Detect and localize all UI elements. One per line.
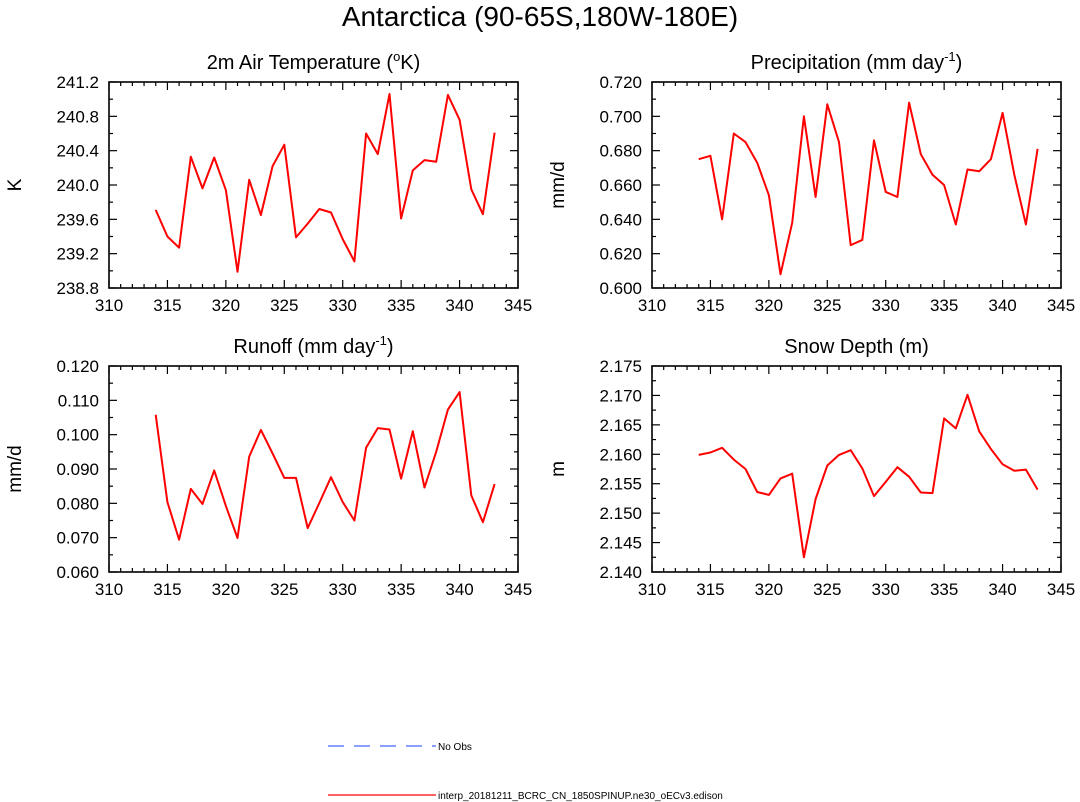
y-tick-label: 0.070: [56, 529, 99, 548]
y-tick-label: 0.720: [599, 73, 642, 92]
y-tick-label: 2.175: [599, 357, 642, 376]
panel-title: 2m Air Temperature (oK): [207, 49, 421, 74]
x-tick-label: 340: [988, 296, 1016, 315]
plot-frame: [651, 81, 1062, 289]
x-tick-label: 330: [872, 296, 900, 315]
x-tick-label: 315: [153, 580, 181, 599]
x-tick-label: 325: [813, 296, 841, 315]
panel-title: Snow Depth (m): [784, 336, 929, 358]
y-tick-label: 0.640: [599, 210, 642, 229]
legend: No Obs interp_20181211_BCRC_CN_1850SPINU…: [328, 742, 723, 802]
y-tick-label: 0.700: [599, 107, 642, 126]
y-tick-label: 240.8: [56, 107, 99, 126]
panel-title: Precipitation (mm day-1): [751, 49, 963, 74]
y-tick-label: 239.6: [56, 210, 99, 229]
y-tick-label: 240.0: [56, 176, 99, 195]
x-tick-label: 345: [1047, 296, 1075, 315]
panel-snow-depth: Snow Depth (m) m 310 315 320 325 330 335 340 345 2…: [548, 336, 1075, 599]
y-tick-label: 2.145: [599, 534, 642, 553]
y-tick-label: 0.080: [56, 494, 99, 513]
x-tick-label: 340: [988, 580, 1016, 599]
x-tick-label: 340: [445, 580, 473, 599]
y-tick-label: 2.140: [599, 563, 642, 582]
y-tick-label: 2.165: [599, 416, 642, 435]
panel-temperature: 2m Air Temperature (oK) K 310 315 320 325 330 3…: [5, 49, 532, 315]
x-tick-label: 315: [696, 580, 724, 599]
y-tick-label: 0.120: [56, 357, 99, 376]
legend-label-no-obs: No Obs: [438, 742, 472, 753]
panels-group: 2m Air Temperature (oK) K 310 315 320 325 330 3…: [5, 49, 1075, 599]
x-tick-label: 310: [638, 580, 666, 599]
x-tick-label: 315: [153, 296, 181, 315]
x-tick-label: 325: [813, 580, 841, 599]
y-tick-label: 0.060: [56, 563, 99, 582]
x-tick-label: 310: [638, 296, 666, 315]
x-tick-label: 345: [504, 580, 532, 599]
x-tick-label: 320: [755, 296, 783, 315]
panel-precipitation: Precipitation (mm day-1) mm/d 310 315 320 325…: [548, 49, 1075, 315]
series-line-model: [698, 101, 1039, 276]
x-tick-label: 320: [212, 296, 240, 315]
y-tick-label: 238.8: [56, 279, 99, 298]
series-line-model: [154, 391, 496, 541]
figure-title: Antarctica (90-65S,180W-180E): [342, 1, 738, 32]
y-tick-label: 0.600: [599, 279, 642, 298]
y-axis-label: mm/d: [548, 161, 569, 209]
y-tick-label: 2.150: [599, 504, 642, 523]
x-tick-label: 330: [329, 296, 357, 315]
y-tick-label: 240.4: [56, 142, 99, 161]
plot-frame: [651, 365, 1062, 573]
series-line-model: [154, 93, 496, 273]
x-tick-label: 335: [930, 296, 958, 315]
y-tick-label: 0.620: [599, 245, 642, 264]
x-tick-label: 310: [95, 580, 123, 599]
y-tick-label: 0.090: [56, 460, 99, 479]
x-tick-label: 310: [95, 296, 123, 315]
x-tick-label: 325: [270, 580, 298, 599]
y-tick-label: 0.100: [56, 426, 99, 445]
x-tick-label: 320: [755, 580, 783, 599]
y-axis-label: K: [5, 178, 26, 191]
x-tick-label: 345: [1047, 580, 1075, 599]
x-tick-label: 340: [445, 296, 473, 315]
x-tick-label: 315: [696, 296, 724, 315]
x-tick-label: 335: [387, 296, 415, 315]
x-tick-label: 330: [872, 580, 900, 599]
x-tick-label: 335: [930, 580, 958, 599]
y-tick-label: 241.2: [56, 73, 99, 92]
x-tick-label: 325: [270, 296, 298, 315]
panel-runoff: Runoff (mm day-1) mm/d 310 315 320 325 330 335 3…: [5, 333, 532, 599]
x-tick-label: 345: [504, 296, 532, 315]
legend-label-model: interp_20181211_BCRC_CN_1850SPINUP.ne30_…: [438, 791, 723, 802]
x-tick-label: 330: [329, 580, 357, 599]
y-tick-label: 0.660: [599, 176, 642, 195]
y-tick-label: 2.170: [599, 386, 642, 405]
x-tick-label: 320: [212, 580, 240, 599]
y-tick-label: 0.110: [58, 391, 99, 410]
y-tick-label: 0.680: [599, 142, 642, 161]
panel-title: Runoff (mm day-1): [233, 333, 393, 358]
y-axis-label: mm/d: [5, 445, 26, 493]
x-tick-label: 335: [387, 580, 415, 599]
series-line-model: [698, 393, 1039, 559]
y-tick-label: 239.2: [56, 245, 99, 264]
y-tick-label: 2.160: [599, 445, 642, 464]
y-axis-label: m: [548, 461, 569, 477]
y-tick-label: 2.155: [599, 475, 642, 494]
